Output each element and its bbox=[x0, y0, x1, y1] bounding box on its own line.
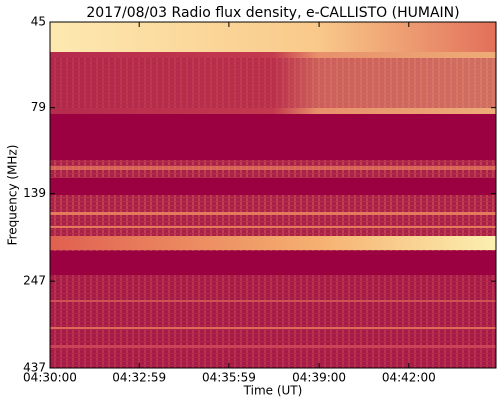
x-tick-label: 04:39:00 bbox=[292, 371, 346, 385]
y-tick-label: 437 bbox=[23, 361, 46, 375]
y-tick-label: 45 bbox=[31, 15, 46, 29]
y-tick-label: 139 bbox=[23, 186, 46, 200]
x-tick-label: 04:42:00 bbox=[382, 371, 436, 385]
plot-frame bbox=[49, 21, 497, 369]
y-axis-label: Frequency (MHz) bbox=[6, 145, 20, 246]
x-tick-label: 04:32:59 bbox=[112, 371, 166, 385]
x-axis-label: Time (UT) bbox=[243, 384, 303, 398]
spectrogram-image bbox=[50, 22, 496, 368]
x-tick-label: 04:35:59 bbox=[202, 371, 256, 385]
y-tick-label: 247 bbox=[23, 274, 46, 288]
chart-title: 2017/08/03 Radio flux density, e-CALLIST… bbox=[86, 5, 459, 21]
y-tick-label: 79 bbox=[31, 100, 46, 114]
x-tick-label: 04:30:00 bbox=[23, 371, 77, 385]
